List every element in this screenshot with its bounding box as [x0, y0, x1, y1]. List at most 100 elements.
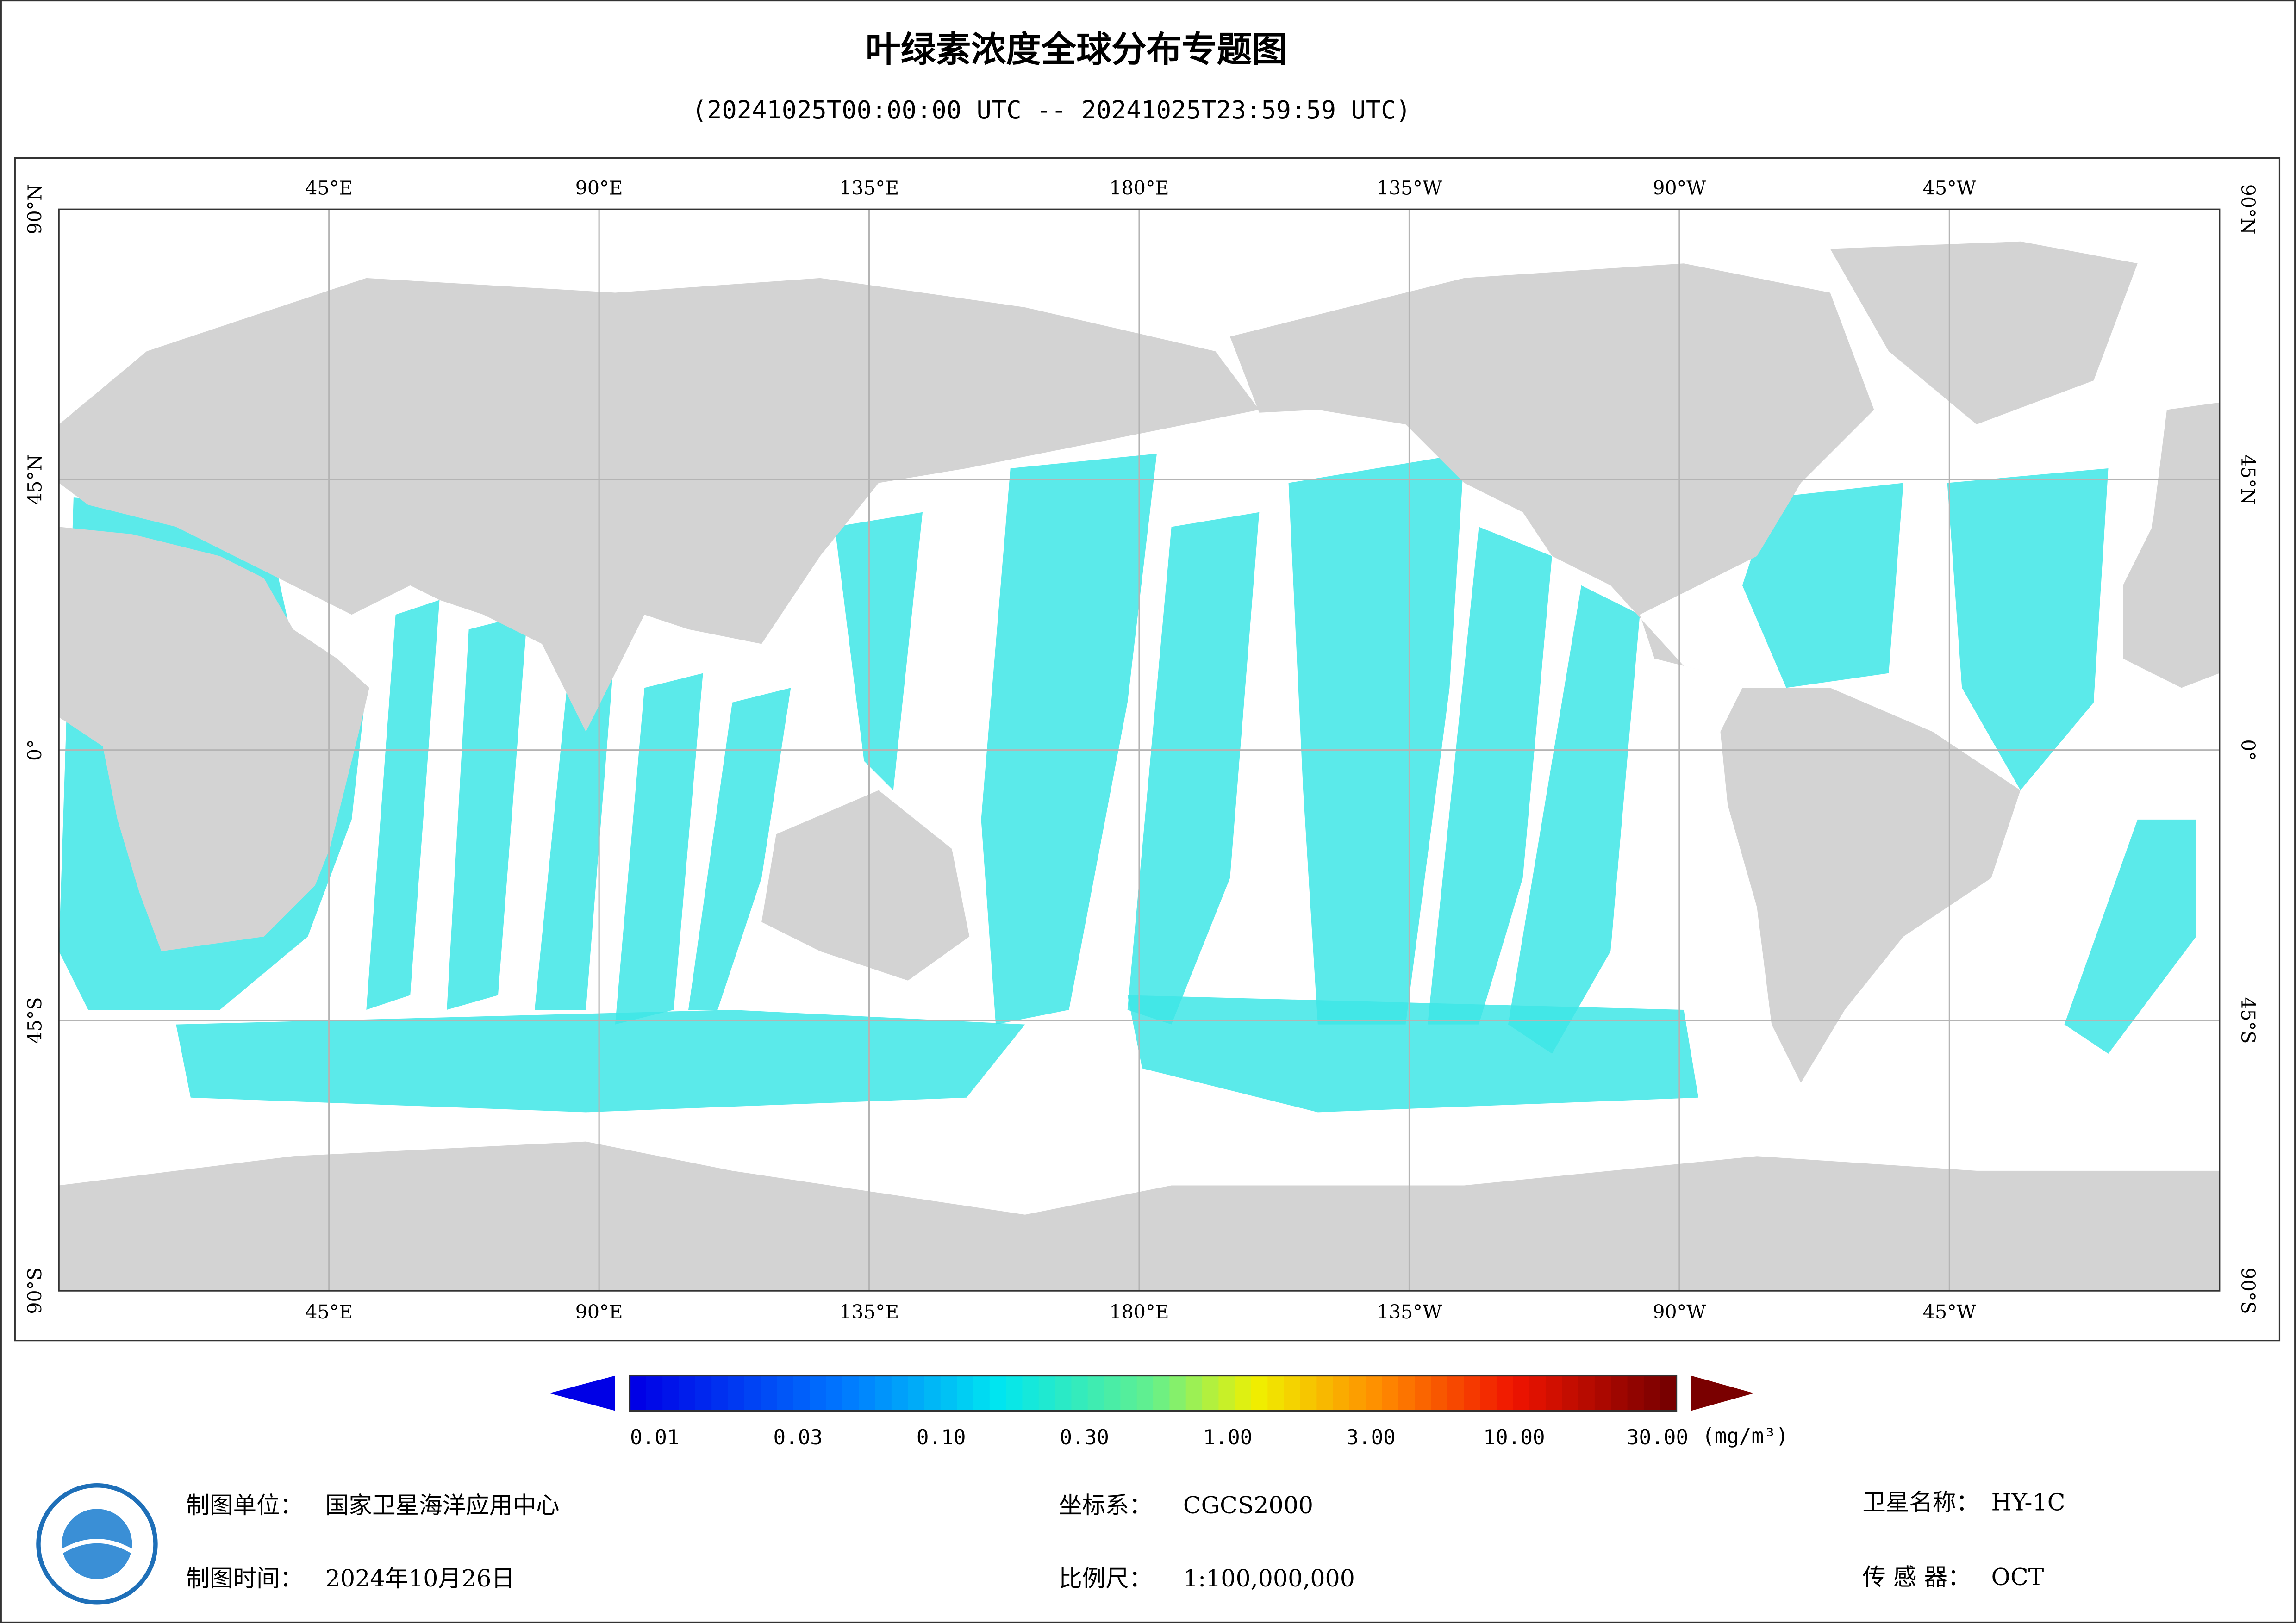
- colorbar-unit: (mg/m³): [1702, 1424, 1789, 1448]
- swath: [366, 600, 440, 1010]
- lon-label-bottom: 90°W: [1653, 1301, 1706, 1323]
- swath: [1428, 527, 1552, 1025]
- colorbar-cell: [1218, 1375, 1235, 1411]
- lon-label-bottom: 180°E: [1110, 1301, 1169, 1323]
- swath: [447, 615, 528, 1010]
- greenland: [1830, 241, 2138, 425]
- swath: [835, 512, 923, 790]
- colorbar-cell: [761, 1375, 778, 1411]
- colorbar-cell: [1202, 1375, 1219, 1411]
- eurasia: [59, 278, 1260, 732]
- title: 叶绿素浓度全球分布专题图: [866, 29, 1287, 70]
- footer-value: 1:100,000,000: [1183, 1565, 1355, 1592]
- lon-label-bottom: 90°E: [575, 1301, 623, 1323]
- south-america: [1720, 688, 2021, 1083]
- map-frame: [14, 157, 2281, 1342]
- west-europe-africa: [2123, 402, 2220, 688]
- swath: [2064, 819, 2196, 1054]
- colorbar-cell: [1022, 1375, 1039, 1411]
- colorbar-cell: [646, 1375, 663, 1411]
- colorbar-cell: [728, 1375, 745, 1411]
- colorbar-tick-label: 10.00: [1483, 1426, 1545, 1449]
- colorbar-cell: [1611, 1375, 1628, 1411]
- lat-label-left: 45°N: [24, 454, 46, 505]
- colorbar-cell: [1447, 1375, 1465, 1411]
- colorbar-cell: [1366, 1375, 1383, 1411]
- footer-label: 卫星名称：: [1862, 1489, 1979, 1516]
- lon-label-bottom: 135°W: [1377, 1301, 1442, 1323]
- footer-value: HY-1C: [1991, 1489, 2065, 1516]
- colorbar-cell: [1464, 1375, 1481, 1411]
- colorbar-cell: [679, 1375, 696, 1411]
- colorbar-cell: [842, 1375, 860, 1411]
- footer-value: CGCS2000: [1183, 1492, 1313, 1519]
- lat-label-right: 0°: [2237, 739, 2259, 761]
- logo-wave: [61, 1539, 133, 1554]
- colorbar: 0.01 0.03 0.10 0.30 1.00 3.00 10.00 30.00 (mg/m³…: [549, 1374, 1789, 1449]
- colorbar-cell: [1300, 1375, 1317, 1411]
- colorbar-cell: [891, 1375, 909, 1411]
- swath: [1947, 468, 2109, 790]
- colorbar-cell: [711, 1375, 729, 1411]
- map: 45°E 45°E 90°E 90°E 135°E 135°E 180°E 180°E 135°…: [24, 177, 2259, 1324]
- colorbar-cell: [908, 1375, 925, 1411]
- colorbar-cell: [989, 1375, 1007, 1411]
- lon-label-top: 135°E: [839, 177, 899, 199]
- swath: [1508, 585, 1640, 1054]
- lat-label-right: 45°S: [2237, 997, 2259, 1044]
- colorbar-cell: [1284, 1375, 1301, 1411]
- swath: [615, 673, 703, 1025]
- colorbar-cell: [793, 1375, 811, 1411]
- lat-label-left: 90°N: [24, 184, 46, 235]
- australia: [761, 790, 970, 981]
- colorbar-cell: [662, 1375, 680, 1411]
- colorbar-cell: [1660, 1375, 1677, 1411]
- colorbar-cell: [1006, 1375, 1023, 1411]
- lon-label-top: 90°E: [575, 177, 623, 199]
- colorbar-cell: [1562, 1375, 1579, 1411]
- colorbar-cell: [1431, 1375, 1448, 1411]
- colorbar-cell: [1169, 1375, 1186, 1411]
- colorbar-cell: [1235, 1375, 1252, 1411]
- colorbar-cell: [1382, 1375, 1399, 1411]
- swath: [1288, 454, 1465, 1025]
- colorbar-cell: [810, 1375, 827, 1411]
- lon-label-top: 90°W: [1653, 177, 1706, 199]
- lat-label-left: 90°S: [24, 1268, 46, 1314]
- swath: [688, 688, 791, 1010]
- colorbar-ramp: 0.01 0.03 0.10 0.30 1.00 3.00 10.00 30.00 (mg/m³…: [630, 1375, 1789, 1449]
- colorbar-cell: [1398, 1375, 1416, 1411]
- swath: [1742, 483, 1903, 688]
- lat-label-right: 90°S: [2237, 1268, 2259, 1314]
- colorbar-tick-label: 0.03: [773, 1426, 823, 1449]
- colorbar-cell: [875, 1375, 892, 1411]
- colorbar-cell: [1415, 1375, 1432, 1411]
- africa: [59, 527, 369, 951]
- colorbar-cell: [1185, 1375, 1203, 1411]
- colorbar-cell: [1333, 1375, 1350, 1411]
- colorbar-cell: [1316, 1375, 1334, 1411]
- colorbar-cell: [957, 1375, 974, 1411]
- swath: [176, 1009, 1025, 1113]
- colorbar-high-arrow: [1691, 1375, 1754, 1411]
- swath: [1127, 995, 1699, 1113]
- graticule: 45°E 45°E 90°E 90°E 135°E 135°E 180°E 180°E 135°…: [24, 177, 2259, 1324]
- colorbar-cell: [1055, 1375, 1072, 1411]
- colorbar-cell: [1545, 1375, 1563, 1411]
- colorbar-cell: [630, 1375, 647, 1411]
- colorbar-cell: [1267, 1375, 1285, 1411]
- colorbar-cell: [744, 1375, 761, 1411]
- chlorophyll-swaths: [59, 454, 2196, 1113]
- swath: [981, 454, 1157, 1025]
- colorbar-cell: [826, 1375, 843, 1411]
- colorbar-tick-label: 0.10: [917, 1426, 966, 1449]
- colorbar-cell: [1038, 1375, 1056, 1411]
- lat-label-left: 0°: [24, 739, 46, 761]
- colorbar-cell: [1136, 1375, 1154, 1411]
- colorbar-tick-label: 30.00: [1627, 1426, 1688, 1449]
- colorbar-cell: [1251, 1375, 1268, 1411]
- colorbar-cell: [1594, 1375, 1612, 1411]
